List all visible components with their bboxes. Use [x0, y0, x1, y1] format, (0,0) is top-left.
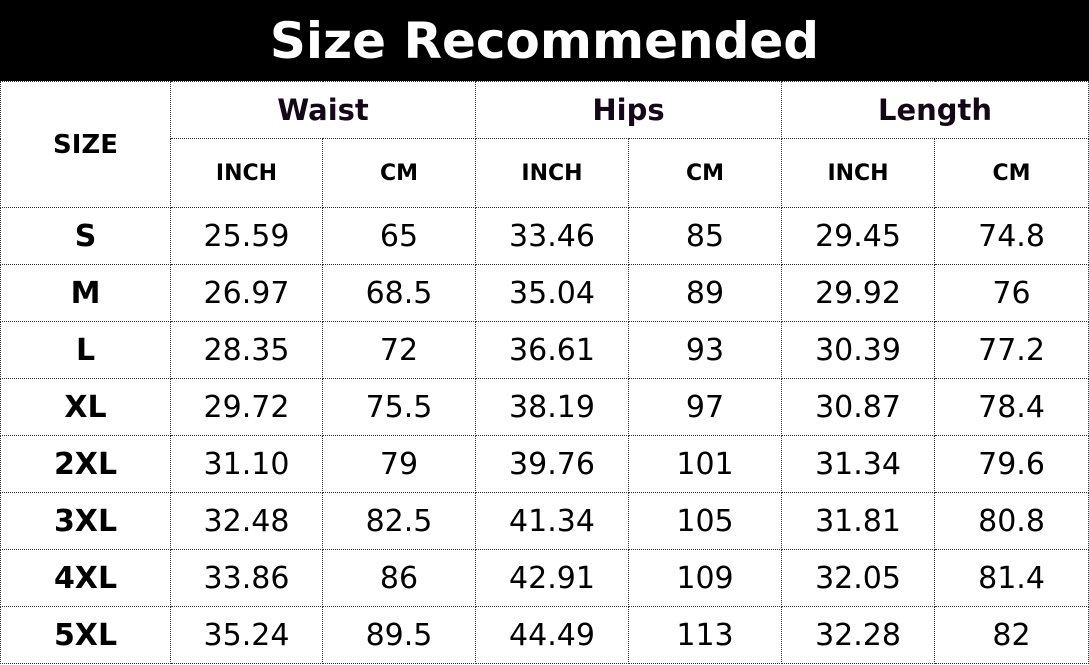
- table-row: 3XL 32.48 82.5 41.34 105 31.81 80.8: [0, 492, 1089, 550]
- unit-header: INCH: [475, 138, 629, 208]
- measurement-cell: 30.87: [781, 378, 936, 436]
- size-cell: S: [0, 207, 171, 265]
- size-cell: M: [0, 264, 171, 322]
- measurement-cell: 26.97: [170, 264, 323, 322]
- unit-header: CM: [934, 138, 1089, 208]
- measurement-cell: 74.8: [934, 207, 1089, 265]
- measurement-cell: 33.86: [170, 549, 323, 607]
- page-title: Size Recommended: [0, 0, 1089, 81]
- measurement-cell: 30.39: [781, 321, 936, 379]
- measurement-cell: 29.72: [170, 378, 323, 436]
- measurement-cell: 32.48: [170, 492, 323, 550]
- measurement-cell: 85: [627, 207, 783, 265]
- measurement-cell: 41.34: [475, 492, 629, 550]
- measurement-cell: 82.5: [322, 492, 476, 550]
- unit-header: INCH: [781, 138, 936, 208]
- measurement-cell: 28.35: [170, 321, 323, 379]
- table-row: 2XL 31.10 79 39.76 101 31.34 79.6: [0, 435, 1089, 493]
- measurement-cell: 97: [627, 378, 783, 436]
- size-cell: 2XL: [0, 435, 171, 493]
- measurement-cell: 75.5: [322, 378, 476, 436]
- measurement-cell: 89.5: [322, 606, 476, 664]
- measurement-cell: 33.46: [475, 207, 629, 265]
- table-row: 5XL 35.24 89.5 44.49 113 32.28 82: [0, 606, 1089, 664]
- measurement-cell: 35.24: [170, 606, 323, 664]
- size-cell: 3XL: [0, 492, 171, 550]
- measurement-cell: 105: [627, 492, 783, 550]
- measurement-cell: 32.05: [781, 549, 936, 607]
- measurement-cell: 31.81: [781, 492, 936, 550]
- unit-header: INCH: [170, 138, 323, 208]
- measurement-cell: 78.4: [934, 378, 1089, 436]
- size-chart-table: SIZE Waist Hips Length INCH CM INCH CM I…: [0, 81, 1089, 664]
- measurement-cell: 82: [934, 606, 1089, 664]
- measurement-cell: 76: [934, 264, 1089, 322]
- measurement-cell: 81.4: [934, 549, 1089, 607]
- measurement-cell: 29.45: [781, 207, 936, 265]
- size-column-header: SIZE: [0, 81, 171, 208]
- measurement-cell: 101: [627, 435, 783, 493]
- table-row: S 25.59 65 33.46 85 29.45 74.8: [0, 207, 1089, 265]
- measurement-cell: 93: [627, 321, 783, 379]
- waist-header: Waist: [170, 81, 476, 139]
- measurement-cell: 39.76: [475, 435, 629, 493]
- measurement-cell: 42.91: [475, 549, 629, 607]
- measurement-cell: 109: [627, 549, 783, 607]
- measurement-cell: 68.5: [322, 264, 476, 322]
- measurement-cell: 31.10: [170, 435, 323, 493]
- measurement-cell: 72: [322, 321, 476, 379]
- measurement-cell: 31.34: [781, 435, 936, 493]
- length-header: Length: [781, 81, 1089, 139]
- measurement-cell: 79.6: [934, 435, 1089, 493]
- size-cell: 5XL: [0, 606, 171, 664]
- measurement-cell: 80.8: [934, 492, 1089, 550]
- unit-header: CM: [322, 138, 476, 208]
- table-row: M 26.97 68.5 35.04 89 29.92 76: [0, 264, 1089, 322]
- unit-header: CM: [627, 138, 783, 208]
- table-row: L 28.35 72 36.61 93 30.39 77.2: [0, 321, 1089, 379]
- hips-header: Hips: [474, 81, 783, 139]
- measurement-cell: 29.92: [781, 264, 936, 322]
- measurement-cell: 35.04: [475, 264, 629, 322]
- measurement-cell: 113: [627, 606, 783, 664]
- measurement-cell: 77.2: [934, 321, 1089, 379]
- size-cell: L: [0, 321, 171, 379]
- table-row: 4XL 33.86 86 42.91 109 32.05 81.4: [0, 549, 1089, 607]
- measurement-cell: 65: [322, 207, 476, 265]
- measurement-cell: 44.49: [475, 606, 629, 664]
- measurement-cell: 32.28: [781, 606, 936, 664]
- measurement-cell: 86: [322, 549, 476, 607]
- size-cell: 4XL: [0, 549, 171, 607]
- measurement-cell: 36.61: [475, 321, 629, 379]
- measurement-cell: 89: [627, 264, 783, 322]
- size-cell: XL: [0, 378, 171, 436]
- measurement-cell: 25.59: [170, 207, 323, 265]
- measurement-cell: 79: [322, 435, 476, 493]
- table-row: XL 29.72 75.5 38.19 97 30.87 78.4: [0, 378, 1089, 436]
- measurement-cell: 38.19: [475, 378, 629, 436]
